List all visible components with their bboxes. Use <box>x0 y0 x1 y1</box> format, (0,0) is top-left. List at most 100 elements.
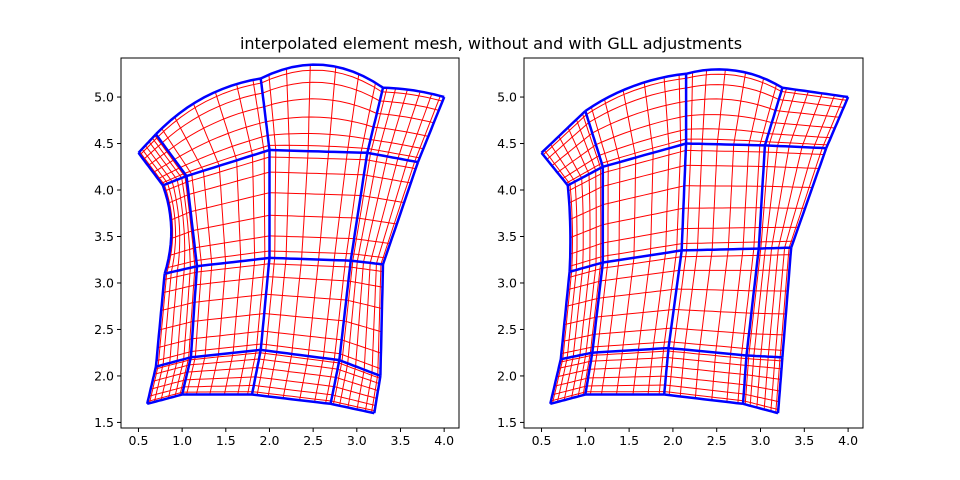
gll-line <box>167 194 189 204</box>
gll-line <box>602 149 686 174</box>
x-tick-label: 0.5 <box>129 433 149 448</box>
gll-line <box>696 143 703 251</box>
gll-line <box>291 258 303 355</box>
element-edge-group <box>540 68 850 415</box>
gll-line <box>774 247 786 358</box>
gll-line <box>568 172 604 192</box>
gll-line <box>730 248 744 355</box>
gll-line <box>551 132 593 167</box>
y-tick-label: 3.0 <box>94 275 114 290</box>
gll-line <box>190 352 261 361</box>
y-tick-label: 2.5 <box>94 322 114 337</box>
element-edge <box>338 260 352 361</box>
element-edge <box>591 262 605 353</box>
gll-line <box>265 293 347 301</box>
gll-line <box>252 155 256 260</box>
gll-line <box>276 258 287 353</box>
gll-line <box>335 376 379 392</box>
gll-line <box>188 171 270 195</box>
x-tick-label: 1.5 <box>619 433 639 448</box>
element-edge <box>667 250 683 349</box>
gll-line <box>166 260 197 269</box>
gll-line <box>269 250 352 255</box>
gll-line <box>161 92 263 144</box>
gll-line <box>622 257 635 351</box>
gll-line <box>550 391 586 402</box>
element-edge <box>549 358 563 405</box>
gll-line <box>370 139 424 150</box>
gll-line-group <box>542 69 847 413</box>
gll-line <box>160 362 171 401</box>
gll-line <box>174 121 267 160</box>
gll-line <box>543 149 571 185</box>
gll-line <box>153 364 164 403</box>
gll-line <box>194 293 267 303</box>
y-tick-label: 2.0 <box>94 368 114 383</box>
gll-line <box>590 357 668 362</box>
gll-line <box>567 127 590 175</box>
element-edge <box>790 147 828 249</box>
element-edge <box>664 393 744 406</box>
gll-line <box>265 258 276 351</box>
gll-line <box>596 309 674 318</box>
element-edge <box>560 351 593 361</box>
gll-line <box>354 238 391 244</box>
gll-line <box>332 394 376 406</box>
gll-line <box>715 249 729 353</box>
y-tick-label: 2.5 <box>497 322 517 337</box>
y-tick-label: 4.0 <box>94 183 114 198</box>
gll-line <box>586 77 687 116</box>
x-tick-label: 4.0 <box>838 433 858 448</box>
gll-line <box>363 156 388 263</box>
x-tick-label: 3.0 <box>751 433 771 448</box>
x-tick-label: 2.0 <box>663 433 683 448</box>
gll-line <box>570 242 603 255</box>
gll-line <box>813 94 836 148</box>
gll-line <box>236 160 242 262</box>
gll-line <box>676 144 682 252</box>
gll-line <box>765 141 828 146</box>
gll-line <box>568 185 604 204</box>
gll-line <box>742 144 750 250</box>
gll-line <box>150 379 186 390</box>
gll-line <box>758 254 791 256</box>
x-tick-label: 1.5 <box>216 433 236 448</box>
gll-line <box>204 264 213 356</box>
gll-line <box>546 122 590 160</box>
gll-line <box>339 363 349 406</box>
gll-line <box>768 88 788 146</box>
element-edge <box>559 271 571 360</box>
element-edge <box>161 185 173 275</box>
gll-line <box>680 254 759 258</box>
gll-line <box>582 113 602 169</box>
gll-line <box>602 185 685 206</box>
gll-line <box>748 333 785 336</box>
gll-line <box>711 352 717 401</box>
element-edge <box>686 142 765 147</box>
gll-line <box>164 181 188 192</box>
gll-line <box>349 266 383 272</box>
element-edge <box>662 348 670 395</box>
gll-line <box>380 161 416 265</box>
gll-line <box>274 150 277 259</box>
gll-line <box>686 98 776 111</box>
gll-line <box>301 151 309 260</box>
gll-line <box>346 73 360 153</box>
element-edge <box>367 151 419 164</box>
gll-line <box>167 360 178 399</box>
gll-line <box>686 114 772 124</box>
gll-line <box>265 116 374 128</box>
gll-line <box>337 368 380 384</box>
element-edge <box>550 393 586 406</box>
element-edge <box>746 354 783 359</box>
gll-line <box>602 228 683 244</box>
gll-line <box>185 376 256 381</box>
gll-line <box>607 260 620 352</box>
element-edge <box>185 175 199 267</box>
gll-line <box>733 72 747 145</box>
gll-line <box>183 267 191 360</box>
element-edge <box>373 375 382 414</box>
gll-line <box>673 309 752 314</box>
element-edge <box>269 148 368 155</box>
gll-line <box>779 247 790 358</box>
